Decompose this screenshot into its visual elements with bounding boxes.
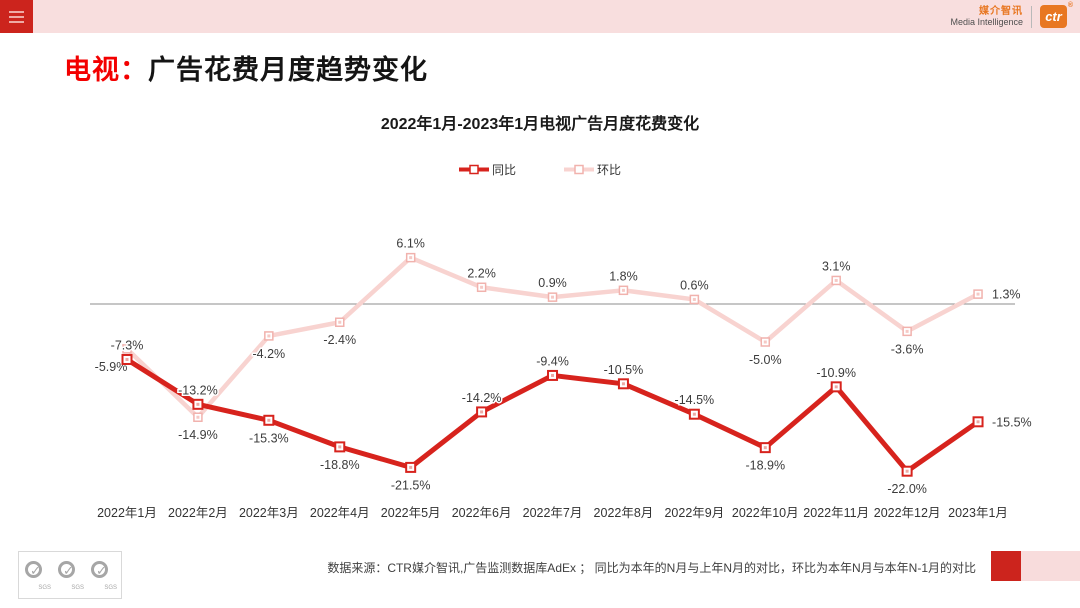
mom-point-dot-3 [338,320,342,324]
mom-value-label-7: 1.8% [609,269,638,283]
yoy-point-dot-12 [976,420,980,424]
top-bar: 媒介智讯 Media Intelligence ctr ® [0,0,1080,33]
yoy-point-dot-4 [409,465,413,469]
chart-legend: 同比 环比 [0,161,1080,178]
data-source-note: 数据来源：CTR媒介智讯,广告监测数据库AdEx ； 同比为本年的N月与上年N月… [327,561,976,575]
mom-value-label-3: -2.4% [323,333,356,347]
x-axis-label-4: 2022年5月 [381,506,441,520]
x-axis-label-0: 2022年1月 [97,506,157,520]
yoy-point-dot-11 [905,469,909,473]
corner-pink-block [1021,551,1080,581]
yoy-value-label-1: -13.2% [178,383,218,397]
hamburger-icon [9,15,24,18]
sgs-logo-icon: ✓ SGS [89,556,117,594]
yoy-point-dot-3 [338,445,342,449]
brand-divider [1031,5,1032,28]
chart-title: 2022年1月-2023年1月电视广告月度花费变化 [380,116,700,133]
legend-swatch-mom [564,164,594,175]
legend-label-mom: 环比 [597,163,622,177]
x-axis-label-6: 2022年7月 [523,506,583,520]
sgs-logo-icon: ✓ SGS [56,556,84,594]
page-title: 电视：广告花费月度趋势变化 [64,48,428,87]
mom-value-label-12: 1.3% [992,288,1021,302]
yoy-point-dot-0 [125,357,129,361]
legend-label-yoy: 同比 [491,163,516,177]
mom-value-label-10: 3.1% [822,259,851,273]
yoy-value-label-7: -10.5% [604,363,644,377]
yoy-point-dot-8 [692,412,696,416]
yoy-value-label-12: -15.5% [992,415,1032,429]
mom-point-dot-9 [763,340,767,344]
mom-value-label-4: 6.1% [396,237,425,251]
mom-point-dot-5 [480,285,484,289]
mom-value-label-5: 2.2% [467,266,496,280]
legend-item-yoy[interactable]: 同比 [458,161,516,178]
yoy-point-dot-10 [834,385,838,389]
yoy-value-label-2: -15.3% [249,431,289,445]
x-axis-label-11: 2022年12月 [874,506,941,520]
yoy-value-label-4: -21.5% [391,478,431,492]
x-axis-label-5: 2022年6月 [452,506,512,520]
mom-value-label-9: -5.0% [749,353,782,367]
x-axis-label-8: 2022年9月 [664,506,724,520]
x-axis-label-9: 2022年10月 [732,506,799,520]
x-axis-label-12: 2023年1月 [948,506,1008,520]
mom-value-label-1: -14.9% [178,428,218,442]
mom-point-dot-7 [621,288,625,292]
menu-button[interactable] [0,0,33,33]
yoy-value-label-9: -18.9% [745,459,785,473]
x-axis-label-2: 2022年3月 [239,506,299,520]
page-title-text: 广告花费月度趋势变化 [148,55,428,85]
registered-mark: ® [1067,2,1073,9]
mom-point-dot-12 [976,292,980,296]
x-axis-label-1: 2022年2月 [168,506,228,520]
sgs-certification-logos: ✓ SGS ✓ SGS ✓ SGS [18,551,122,599]
mom-value-label-0: -5.9% [95,360,128,374]
legend-swatch-yoy [458,164,489,175]
yoy-point-dot-5 [480,410,484,414]
yoy-value-label-11: -22.0% [887,482,927,496]
yoy-value-label-10: -10.9% [816,366,856,380]
mom-value-label-2: -4.2% [253,347,286,361]
corner-red-block [991,551,1021,581]
brand-name-en: Media Intelligence [950,17,1023,28]
mom-point-dot-10 [834,278,838,282]
mom-value-label-6: 0.9% [538,276,567,290]
hamburger-icon [9,10,24,13]
chart-canvas: -5.9% -14.9% -4.2% -2.4% 6.1% 2.2% 0.9% 1.8% 0.6… [90,235,1033,520]
mom-point-dot-4 [409,256,413,260]
yoy-value-label-3: -18.8% [320,458,360,472]
yoy-point-dot-7 [621,382,625,386]
mom-point-dot-11 [905,329,909,333]
yoy-value-label-6: -9.4% [536,354,569,368]
ctr-logo: ctr ® [1040,2,1073,28]
mom-point-dot-1 [196,415,200,419]
page-title-highlight: 电视： [64,55,148,85]
yoy-point-dot-2 [267,418,271,422]
yoy-point-dot-6 [551,373,555,377]
x-axis-label-10: 2022年11月 [803,506,869,520]
mom-value-label-11: -3.6% [891,342,924,356]
yoy-value-label-0: -7.3% [111,338,144,352]
sgs-logo-icon: ✓ SGS [23,556,51,594]
yoy-point-dot-1 [196,402,200,406]
mom-point-dot-2 [267,334,271,338]
mom-point-dot-8 [692,297,696,301]
yoy-value-label-5: -14.2% [462,391,502,405]
mom-value-label-8: 0.6% [680,278,709,292]
brand-logo: 媒介智讯 Media Intelligence ctr ® [950,2,1080,28]
mom-point-dot-0 [125,347,129,351]
yoy-value-label-8: -14.5% [675,393,715,407]
mom-point-dot-6 [551,295,555,299]
x-axis-label-7: 2022年8月 [594,506,654,520]
legend-item-mom[interactable]: 环比 [564,161,621,178]
yoy-point-dot-9 [763,446,767,450]
x-axis-label-3: 2022年4月 [310,506,370,520]
hamburger-icon [9,20,24,23]
brand-name-cn: 媒介智讯 [979,5,1023,17]
